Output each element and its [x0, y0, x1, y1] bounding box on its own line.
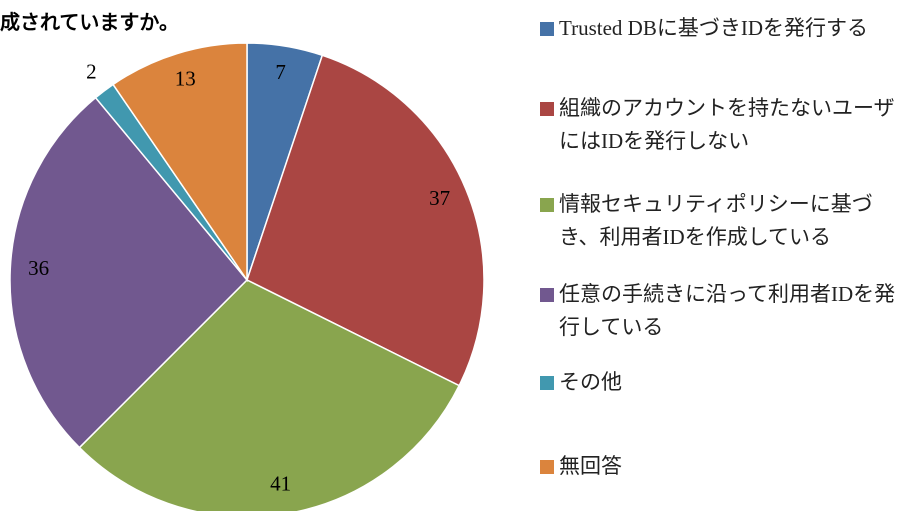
legend-label: その他: [559, 370, 622, 394]
legend-swatch: [540, 22, 554, 36]
legend-swatch: [540, 102, 554, 116]
legend-label: 組織のアカウントを持たないユーザにはIDを発行しない: [559, 96, 895, 153]
legend-label: Trusted DBに基づきIDを発行する: [559, 16, 868, 40]
legend-item: 情報セキュリティポリシーに基づき、利用者IDを作成している: [540, 188, 910, 254]
data-label: 7: [275, 60, 286, 84]
data-label: 36: [28, 256, 49, 280]
data-label: 13: [175, 67, 196, 91]
legend-label: 情報セキュリティポリシーに基づき、利用者IDを作成している: [559, 192, 873, 249]
legend-label: 任意の手続きに沿って利用者IDを発行している: [559, 282, 896, 339]
chart-title: 成されていますか。: [0, 10, 179, 34]
legend-item: 任意の手続きに沿って利用者IDを発行している: [540, 278, 910, 344]
pie-slice: [78, 279, 461, 511]
legend-item: その他: [540, 366, 910, 399]
legend-item: 無回答: [540, 450, 910, 483]
data-label: 2: [86, 60, 97, 84]
legend-item: Trusted DBに基づきIDを発行する: [540, 12, 910, 45]
legend-item: 組織のアカウントを持たないユーザにはIDを発行しない: [540, 92, 910, 158]
legend-swatch: [540, 460, 554, 474]
pie-slice: [246, 54, 485, 387]
pie-slice: [112, 42, 248, 283]
legend-swatch: [540, 376, 554, 390]
pie-slice: [9, 96, 249, 449]
data-label: 37: [429, 186, 450, 210]
legend-swatch: [540, 198, 554, 212]
legend-swatch: [540, 288, 554, 302]
data-label: 41: [270, 472, 291, 496]
legend-label: 無回答: [559, 454, 622, 478]
